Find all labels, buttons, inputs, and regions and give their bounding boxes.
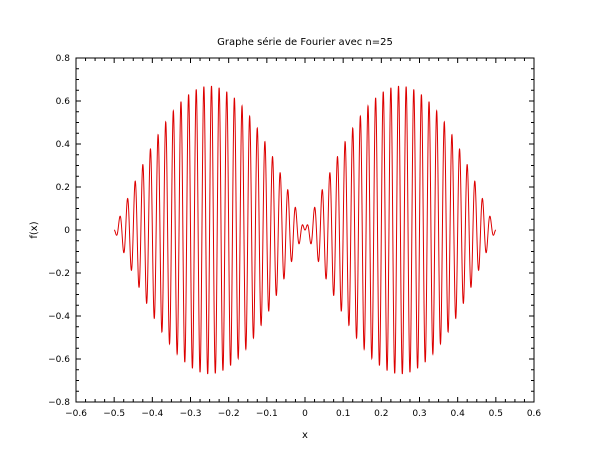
x-tick-label: −0.3 <box>180 409 202 419</box>
chart-title: Graphe série de Fourier avec n=25 <box>217 36 393 48</box>
x-axis-label: x <box>302 430 308 441</box>
y-tick-label: 0.6 <box>56 97 71 107</box>
y-tick-label: −0.4 <box>48 312 70 322</box>
y-tick-label: 0.4 <box>56 140 71 150</box>
x-tick-label: 0.5 <box>489 409 503 419</box>
x-tick-label: −0.2 <box>218 409 240 419</box>
y-tick-label: −0.8 <box>48 398 70 408</box>
series-line <box>114 85 496 375</box>
y-tick-label: 0.2 <box>56 183 70 193</box>
x-tick-label: −0.6 <box>65 409 87 419</box>
y-tick-label: 0.8 <box>56 54 71 64</box>
x-tick-label: 0.6 <box>527 409 542 419</box>
x-tick-label: −0.1 <box>256 409 278 419</box>
x-tick-label: 0 <box>302 409 308 419</box>
y-tick-label: 0 <box>64 226 70 236</box>
x-tick-label: 0.2 <box>374 409 388 419</box>
x-tick-label: 0.3 <box>412 409 426 419</box>
y-axis-label: f(x) <box>29 221 40 238</box>
x-tick-label: −0.5 <box>103 409 125 419</box>
y-tick-label: −0.2 <box>48 269 70 279</box>
x-axis-ticks: −0.6 −0.5 −0.4 −0.3 −0.2 −0.1 0 0.1 0.2 0.3 0.4 0.5… <box>65 58 541 419</box>
y-axis-ticks: −0.8 −0.6 −0.4 −0.2 0 0.2 0.4 0.6 0.8 <box>48 54 534 408</box>
x-tick-label: 0.4 <box>451 409 466 419</box>
x-tick-label: −0.4 <box>141 409 163 419</box>
x-tick-label: 0.1 <box>336 409 350 419</box>
y-tick-label: −0.6 <box>48 355 70 365</box>
